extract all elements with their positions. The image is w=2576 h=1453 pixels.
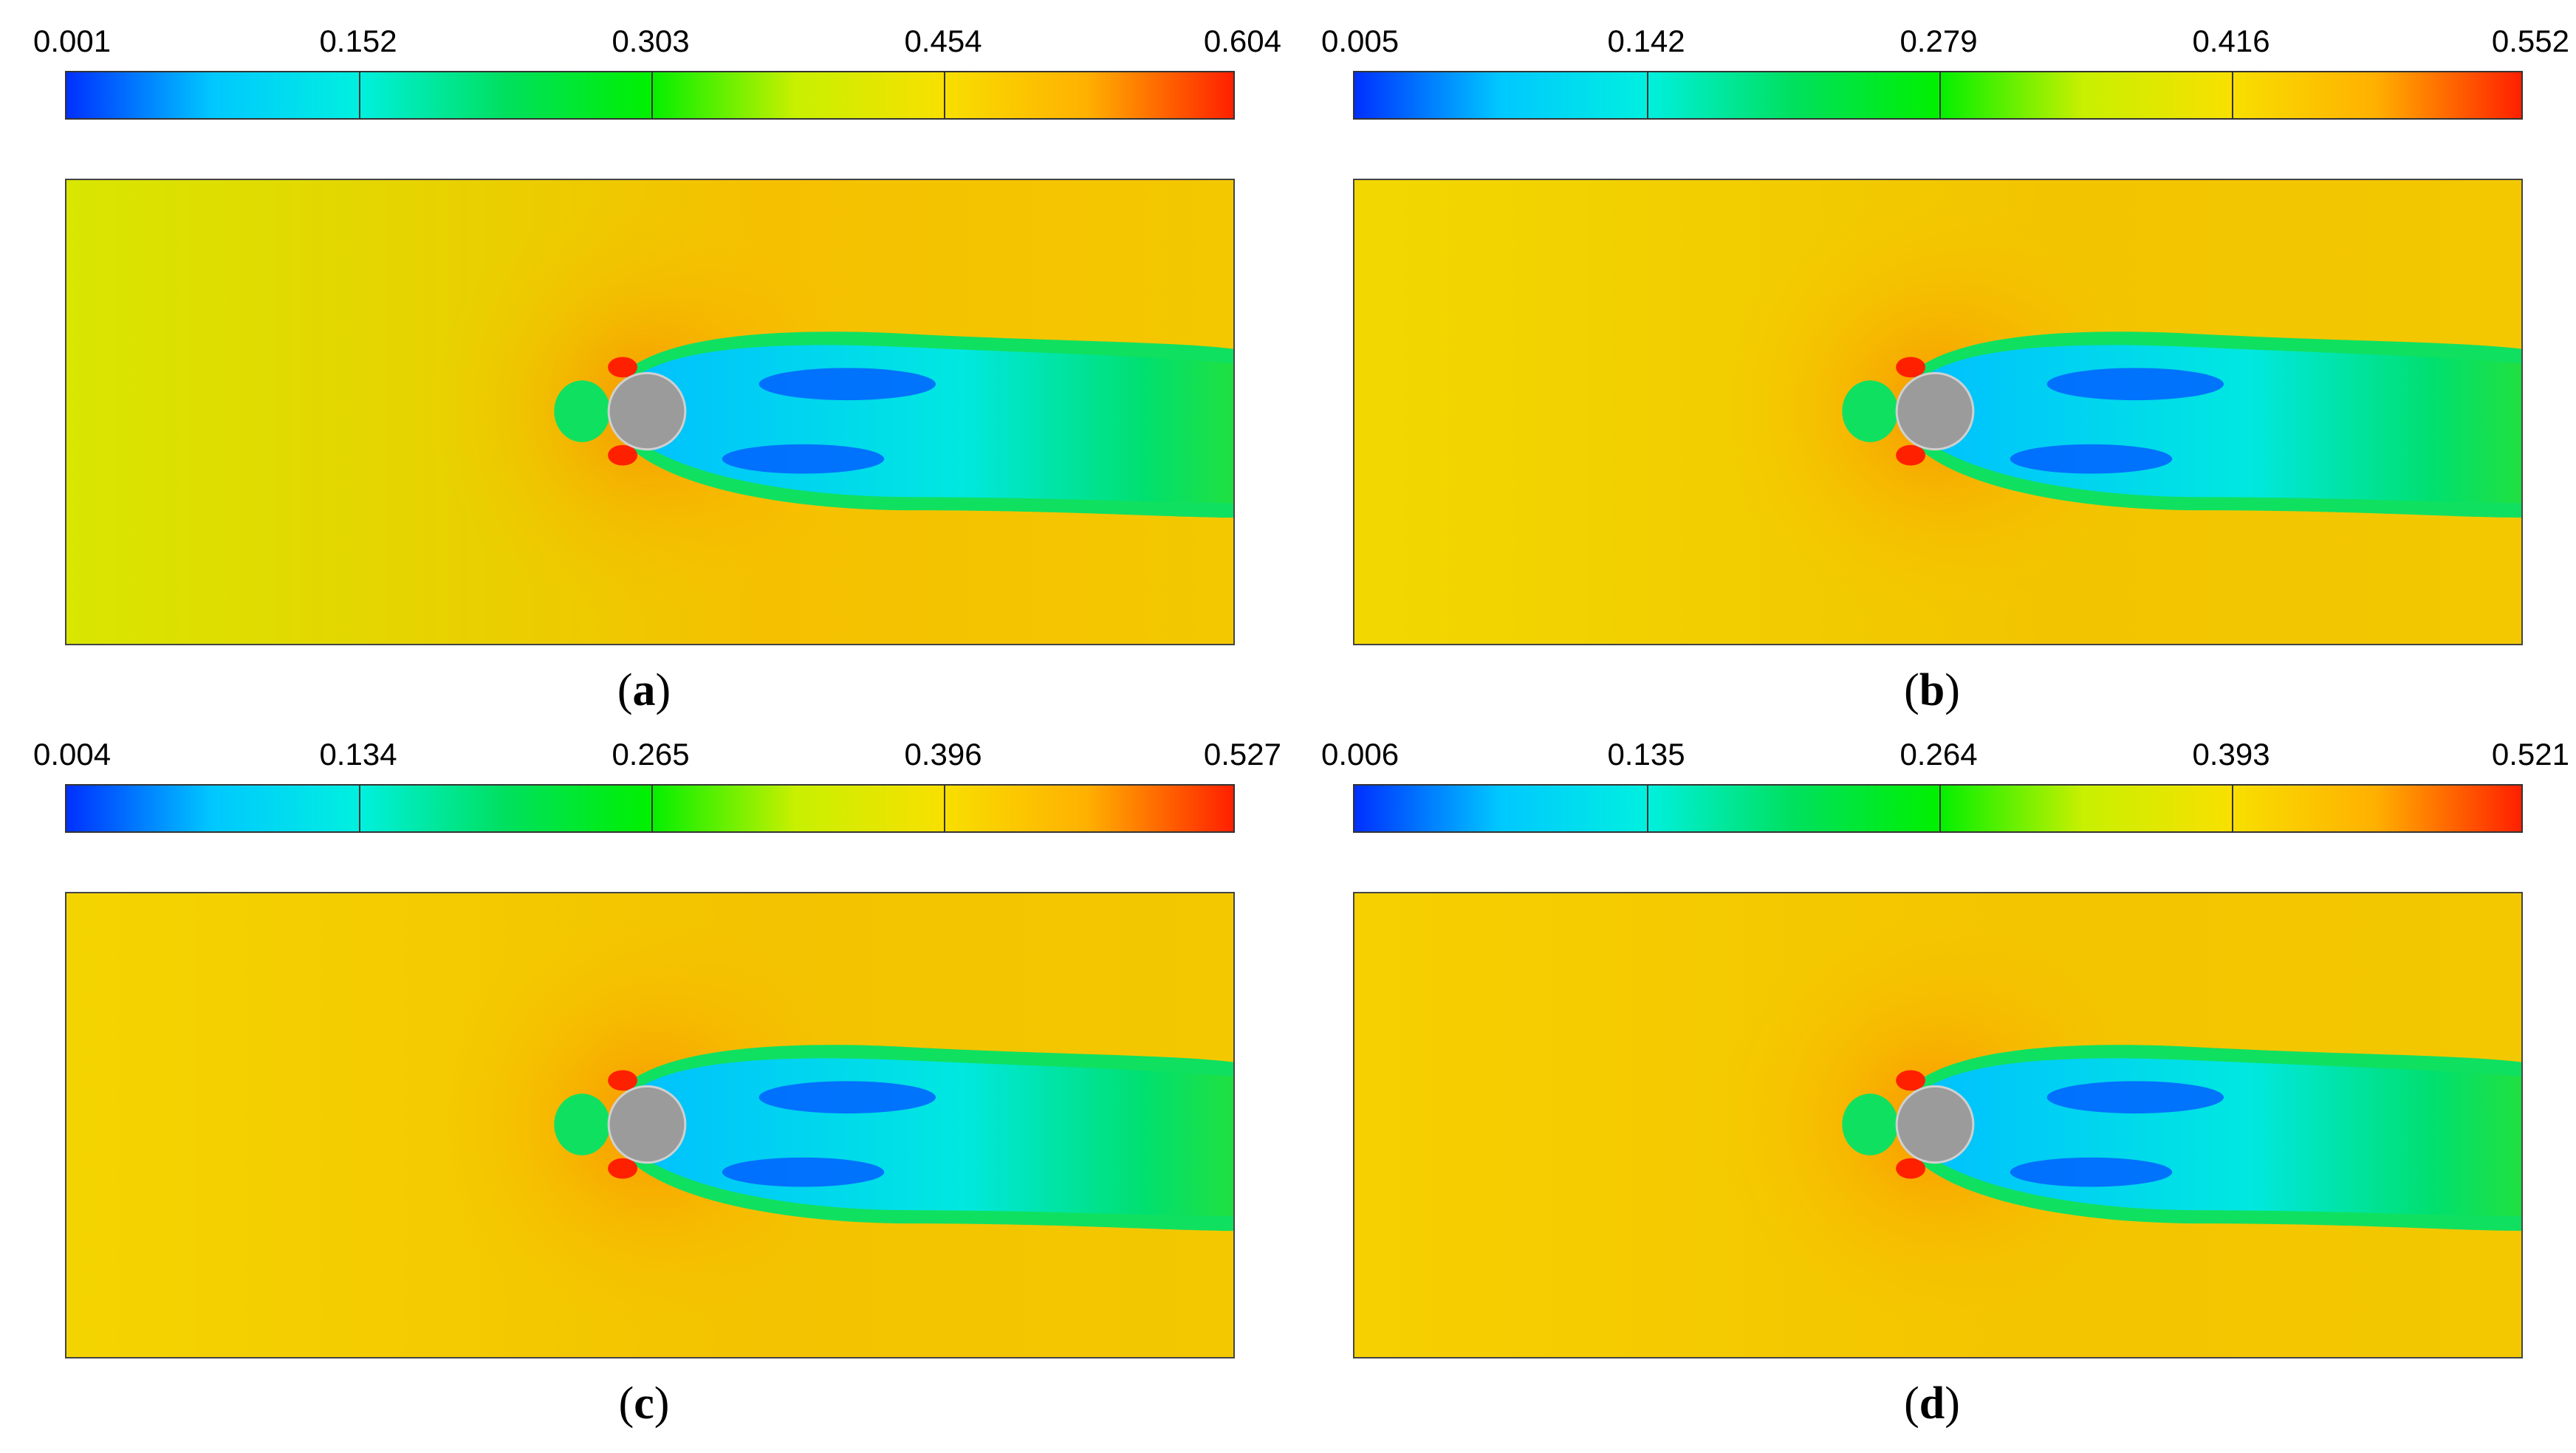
colorbar-labels: 0.005 0.142 0.279 0.416 0.552: [1321, 24, 2576, 61]
panel-caption-letter: a: [632, 665, 656, 715]
contour-field: [65, 179, 1235, 645]
colorbar-tick-label: 0.005: [1321, 24, 1400, 58]
colorbar-labels: 0.006 0.135 0.264 0.393 0.521: [1321, 737, 2576, 774]
colorbar-tick: [1939, 72, 1941, 118]
colorbar-tick: [1939, 786, 1941, 831]
colorbar-tick-label: 0.303: [612, 24, 690, 58]
colorbar-tick-label: 0.416: [2192, 24, 2270, 58]
colorbar: [65, 71, 1235, 120]
colorbar: [1353, 784, 2523, 833]
contour-plot: [66, 180, 1233, 644]
colorbar-tick: [1647, 786, 1648, 831]
colorbar-tick: [944, 786, 945, 831]
colorbar-tick-label: 0.152: [319, 24, 397, 58]
colorbar-tick: [944, 72, 945, 118]
colorbar-tick: [2232, 786, 2233, 831]
panel-caption-letter: c: [634, 1378, 654, 1429]
colorbar-tick-label: 0.527: [1203, 737, 1281, 772]
panel-caption-letter: b: [1919, 665, 1945, 715]
panel-caption: (d): [1904, 1378, 1960, 1429]
colorbar-tick: [651, 786, 653, 831]
panel-caption: (a): [617, 665, 671, 715]
panel-caption: (c): [618, 1378, 670, 1429]
colorbar: [65, 784, 1235, 833]
contour-field: [1353, 179, 2523, 645]
colorbar-tick: [2232, 72, 2233, 118]
colorbar-tick-label: 0.135: [1607, 737, 1685, 772]
colorbar-tick-label: 0.454: [904, 24, 982, 58]
contour-plot: [66, 893, 1233, 1357]
colorbar-labels: 0.004 0.134 0.265 0.396 0.527: [33, 737, 1289, 774]
colorbar-tick: [1647, 72, 1648, 118]
panel-caption: (b): [1904, 665, 1960, 715]
colorbar-tick: [359, 72, 360, 118]
colorbar-tick-label: 0.265: [612, 737, 690, 772]
contour-panel-a: 0.001 0.152 0.303 0.454 0.604: [0, 0, 1288, 726]
contour-plot: [1354, 180, 2521, 644]
colorbar-tick-label: 0.134: [319, 737, 397, 772]
contour-panel-b: 0.005 0.142 0.279 0.416 0.552: [1288, 0, 2576, 726]
colorbar-tick-label: 0.604: [1203, 24, 1281, 58]
colorbar-tick-label: 0.393: [2192, 737, 2270, 772]
colorbar-tick: [651, 72, 653, 118]
colorbar-tick-label: 0.142: [1607, 24, 1685, 58]
colorbar-tick-label: 0.004: [33, 737, 112, 772]
contour-panel-c: 0.004 0.134 0.265 0.396 0.527: [0, 713, 1288, 1440]
colorbar-tick-label: 0.552: [2491, 24, 2569, 58]
colorbar-tick-label: 0.001: [33, 24, 112, 58]
contour-plot: [1354, 893, 2521, 1357]
colorbar-tick-label: 0.264: [1900, 737, 1978, 772]
contour-field: [65, 892, 1235, 1358]
colorbar-tick-label: 0.396: [904, 737, 982, 772]
colorbar: [1353, 71, 2523, 120]
contour-panel-d: 0.006 0.135 0.264 0.393 0.521: [1288, 713, 2576, 1440]
colorbar-tick-label: 0.521: [2491, 737, 2569, 772]
colorbar-tick-label: 0.279: [1900, 24, 1978, 58]
colorbar-labels: 0.001 0.152 0.303 0.454 0.604: [33, 24, 1289, 61]
panel-caption-letter: d: [1919, 1378, 1945, 1429]
colorbar-tick-label: 0.006: [1321, 737, 1400, 772]
colorbar-tick: [359, 786, 360, 831]
contour-field: [1353, 892, 2523, 1358]
